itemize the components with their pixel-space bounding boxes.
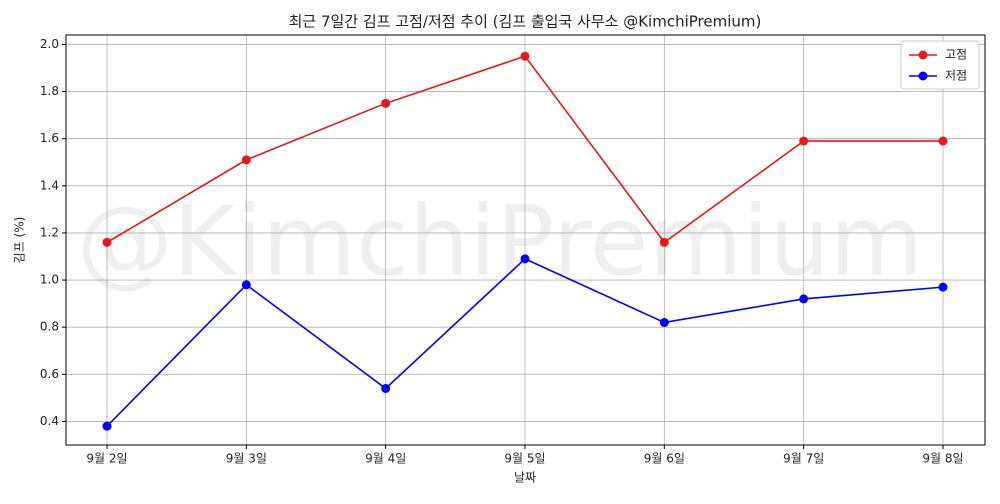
plot-frame — [65, 34, 986, 446]
data-point — [659, 317, 669, 327]
legend-label: 고점 — [945, 48, 967, 62]
y-tick-label: 1.4 — [40, 178, 59, 192]
y-tick-label: 1.0 — [40, 273, 59, 287]
data-point — [381, 98, 391, 108]
x-tick-label: 9월 5일 — [504, 452, 545, 466]
y-tick-label: 0.4 — [40, 414, 59, 428]
y-tick-label: 1.8 — [40, 84, 59, 98]
y-tick-label: 2.0 — [40, 37, 59, 51]
data-point — [659, 237, 669, 247]
legend-marker — [918, 50, 928, 60]
data-point — [799, 136, 809, 146]
legend-box — [900, 40, 980, 90]
x-tick-label: 9월 3일 — [226, 452, 267, 466]
y-tick-label: 0.6 — [40, 367, 59, 381]
data-point — [241, 155, 251, 165]
chart-title: 최근 7일간 김프 고점/저점 추이 (김프 출입국 사무소 @KimchiPr… — [289, 13, 762, 31]
watermark: @KimchiPremium — [77, 185, 924, 297]
data-point — [102, 237, 112, 247]
data-point — [520, 51, 530, 61]
x-axis-label: 날짜 — [514, 471, 536, 485]
data-point — [799, 294, 809, 304]
x-tick-label: 9월 8일 — [922, 452, 963, 466]
y-tick-label: 1.6 — [40, 131, 59, 145]
data-point — [938, 282, 948, 292]
y-tick-label: 1.2 — [40, 225, 59, 239]
data-point — [102, 421, 112, 431]
data-point — [938, 136, 948, 146]
legend-label: 저점 — [945, 69, 967, 83]
x-tick-label: 9월 7일 — [783, 452, 824, 466]
y-tick-label: 0.8 — [40, 320, 59, 334]
x-tick-label: 9월 4일 — [365, 452, 406, 466]
legend-marker — [918, 71, 928, 81]
x-tick-label: 9월 2일 — [86, 452, 127, 466]
x-tick-label: 9월 6일 — [644, 452, 685, 466]
data-point — [520, 254, 530, 264]
data-point — [241, 280, 251, 290]
y-axis-label: 김프 (%) — [13, 217, 27, 264]
data-point — [381, 383, 391, 393]
